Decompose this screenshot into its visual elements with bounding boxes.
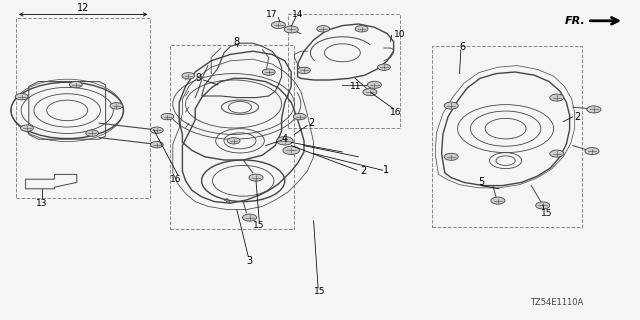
- Text: 15: 15: [253, 221, 265, 230]
- Text: 13: 13: [36, 199, 47, 208]
- Text: 1: 1: [383, 164, 389, 175]
- Circle shape: [150, 141, 163, 148]
- Circle shape: [86, 130, 99, 136]
- Circle shape: [298, 67, 310, 74]
- Text: 16: 16: [390, 108, 401, 117]
- Text: 16: 16: [170, 175, 182, 184]
- Text: 10: 10: [394, 30, 405, 39]
- Circle shape: [262, 69, 275, 75]
- Circle shape: [550, 150, 564, 157]
- Circle shape: [161, 113, 174, 120]
- Circle shape: [15, 93, 28, 100]
- Text: 6: 6: [460, 42, 466, 52]
- Circle shape: [110, 103, 123, 109]
- Text: FR.: FR.: [565, 16, 586, 26]
- Circle shape: [444, 102, 458, 109]
- Circle shape: [550, 94, 564, 101]
- Bar: [170, 45, 294, 229]
- Circle shape: [444, 153, 458, 160]
- Bar: [432, 46, 582, 227]
- Text: 8: 8: [234, 37, 240, 47]
- Circle shape: [283, 146, 300, 155]
- Circle shape: [20, 125, 33, 131]
- Bar: [288, 14, 400, 128]
- Circle shape: [249, 174, 263, 181]
- Circle shape: [271, 21, 285, 28]
- Bar: [16, 18, 150, 198]
- Text: 3: 3: [246, 256, 253, 266]
- Circle shape: [284, 26, 298, 33]
- Text: 2: 2: [575, 112, 581, 122]
- Text: TZ54E1110A: TZ54E1110A: [530, 298, 584, 307]
- Text: 15: 15: [314, 287, 326, 296]
- Circle shape: [276, 137, 293, 145]
- Circle shape: [182, 73, 195, 79]
- Circle shape: [378, 64, 390, 70]
- Text: 2: 2: [360, 166, 367, 176]
- Text: 9: 9: [195, 73, 202, 84]
- Circle shape: [70, 81, 83, 88]
- Circle shape: [150, 127, 163, 133]
- Circle shape: [587, 106, 601, 113]
- Circle shape: [363, 89, 377, 96]
- Text: 12: 12: [77, 4, 90, 13]
- Text: 14: 14: [292, 10, 303, 19]
- Circle shape: [317, 26, 330, 32]
- Text: 11: 11: [350, 82, 362, 91]
- Circle shape: [355, 26, 368, 32]
- Circle shape: [585, 148, 599, 155]
- Circle shape: [491, 197, 505, 204]
- Text: 5: 5: [478, 177, 484, 188]
- Circle shape: [227, 138, 240, 144]
- Text: 2: 2: [308, 118, 315, 128]
- Circle shape: [293, 113, 306, 120]
- Circle shape: [367, 81, 381, 88]
- Circle shape: [536, 202, 550, 209]
- Circle shape: [243, 214, 257, 221]
- Text: 17: 17: [266, 10, 278, 19]
- Text: 4: 4: [282, 134, 288, 144]
- Text: 15: 15: [541, 209, 553, 218]
